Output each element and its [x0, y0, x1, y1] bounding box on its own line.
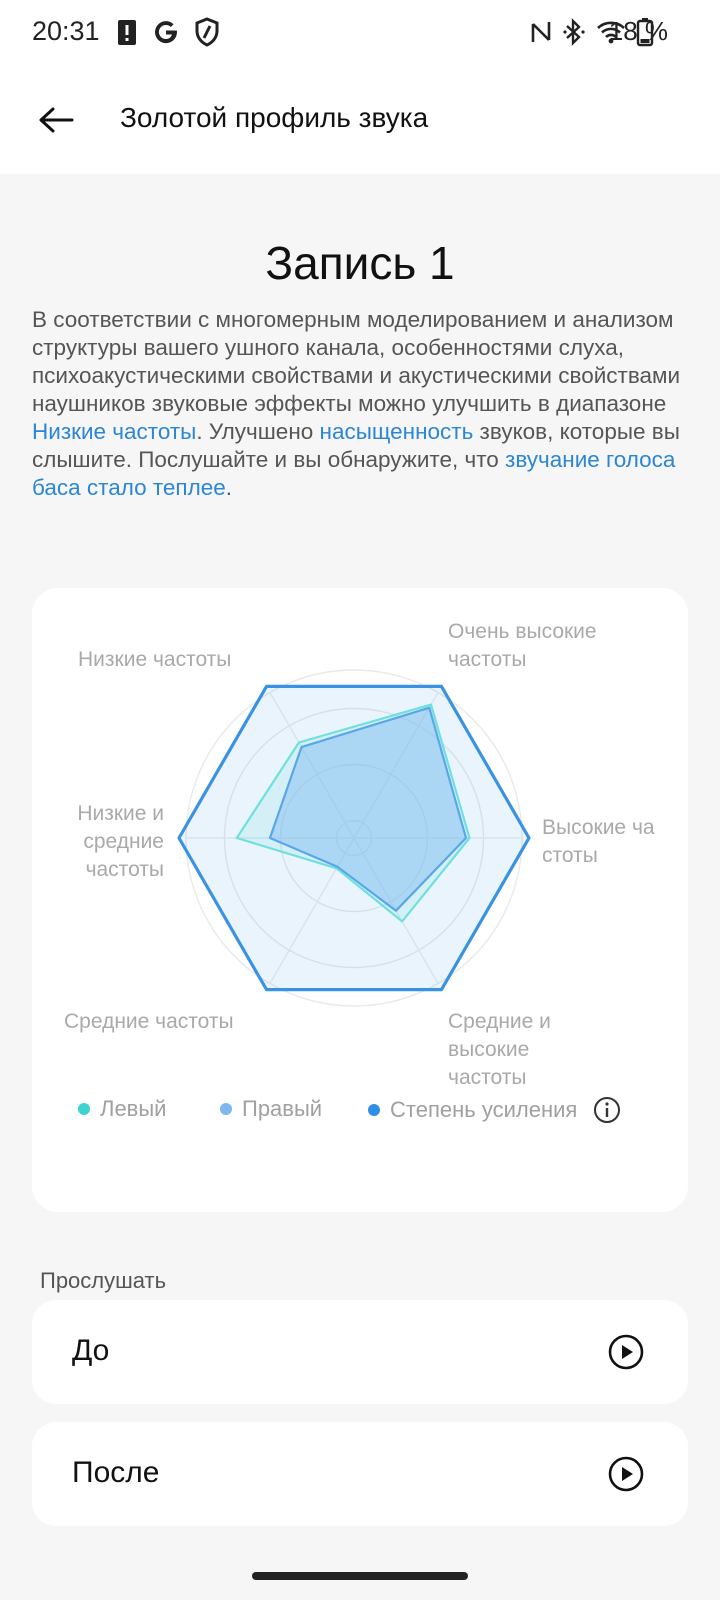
- radar-series-left: [235, 703, 471, 923]
- radar-series-gain: [177, 684, 531, 992]
- listen-before-label: До: [72, 1334, 110, 1367]
- gesture-nav-handle[interactable]: [252, 1572, 468, 1580]
- desc-highlight-bass-voice: звучание голоса баса стало теплее: [32, 447, 676, 500]
- desc-part-1: В соответствии с многомерным моделирован…: [32, 307, 681, 416]
- chart-legend: Левый Правый Степень усиления: [78, 1096, 678, 1126]
- legend-dot-right: [220, 1103, 232, 1115]
- arrow-left-icon: [39, 107, 74, 133]
- desc-highlight-richness: насыщенность: [319, 419, 474, 444]
- legend-item-gain: Степень усиления: [368, 1096, 621, 1124]
- status-right-icons: [530, 14, 654, 50]
- battery-icon: [636, 18, 654, 47]
- play-icon[interactable]: [608, 1456, 644, 1492]
- shield-icon: [195, 17, 219, 47]
- legend-dot-left: [78, 1103, 90, 1115]
- legend-label-left: Левый: [100, 1096, 167, 1121]
- legend-dot-gain: [368, 1104, 380, 1116]
- app-bar: Золотой профиль звука: [0, 68, 720, 174]
- back-button[interactable]: [26, 90, 86, 150]
- grid-spoke-0: [353, 692, 439, 839]
- legend-label-gain: Степень усиления: [390, 1097, 578, 1122]
- axis-label-low-mid: Низкие и средние частоты: [77, 802, 164, 881]
- grid-spoke-3: [269, 837, 355, 984]
- desc-highlight-low-freq: Низкие частоты: [32, 419, 197, 444]
- axis-label-mid-high: Средние и высокие частоты: [448, 1010, 551, 1089]
- wifi-icon: [597, 21, 625, 44]
- nfc-icon: [531, 22, 551, 42]
- page-title: Золотой профиль звука: [120, 102, 429, 133]
- radar-series-right: [268, 706, 468, 912]
- axis-label-very-high: Очень высокие частоты: [448, 620, 597, 671]
- status-left-icons: [116, 14, 220, 50]
- axis-label-high: Высокие ча стоты: [542, 816, 655, 867]
- listen-after-item[interactable]: После: [32, 1422, 688, 1526]
- bluetooth-icon: [563, 18, 585, 46]
- axis-label-mid: Средние частоты: [64, 1010, 234, 1033]
- google-icon: [155, 21, 178, 44]
- description-text: В соответствии с многомерным моделирован…: [32, 306, 688, 502]
- legend-item-left: Левый: [78, 1096, 166, 1122]
- desc-part-2: . Улучшено: [196, 419, 320, 444]
- record-title: Запись 1: [265, 237, 455, 289]
- status-time: 20:31: [32, 16, 100, 46]
- legend-item-right: Правый: [220, 1096, 322, 1122]
- battery-percent: 18 %: [608, 16, 668, 46]
- status-bar: 20:31: [0, 0, 720, 68]
- grid-spoke-5: [269, 692, 355, 839]
- listen-section-title: Прослушать: [40, 1268, 167, 1293]
- radar-chart: [177, 669, 531, 1007]
- desc-part-4: .: [225, 475, 233, 500]
- legend-label-right: Правый: [242, 1096, 323, 1121]
- info-icon[interactable]: [593, 1096, 621, 1124]
- radar-chart-card: Очень высокие частоты Высокие ча стоты С…: [32, 588, 688, 1212]
- play-icon[interactable]: [608, 1334, 644, 1370]
- listen-after-label: После: [72, 1456, 160, 1489]
- listen-before-item[interactable]: До: [32, 1300, 688, 1404]
- desc-part-3: звуков, которые вы слышите. Послушайте и…: [32, 419, 680, 472]
- axis-label-low: Низкие частоты: [78, 648, 232, 671]
- alert-icon: [118, 20, 136, 45]
